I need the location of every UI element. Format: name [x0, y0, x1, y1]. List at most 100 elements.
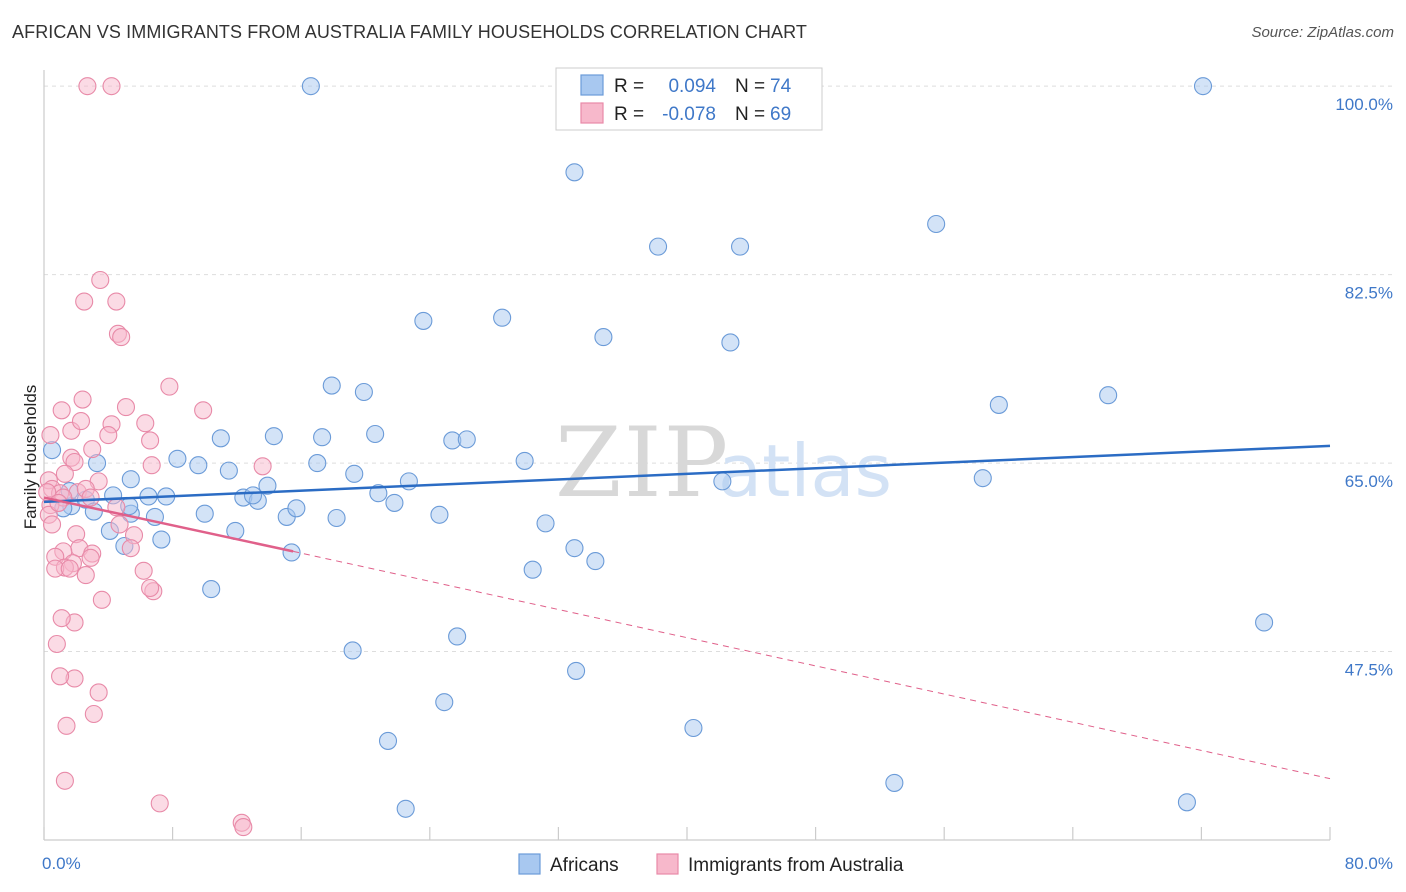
africans-point[interactable]	[243, 486, 263, 505]
africans-point[interactable]	[721, 333, 740, 352]
australia-point[interactable]	[91, 270, 110, 290]
australia-point[interactable]	[83, 440, 102, 459]
africans-point[interactable]	[1193, 77, 1213, 96]
africans-point[interactable]	[354, 382, 373, 402]
africans-point[interactable]	[565, 539, 584, 558]
africans-point[interactable]	[927, 214, 946, 234]
australia-point[interactable]	[57, 716, 76, 735]
africans-point[interactable]	[282, 543, 301, 562]
australia-point[interactable]	[150, 794, 169, 813]
australia-point[interactable]	[51, 667, 70, 686]
africans-point[interactable]	[713, 472, 732, 491]
africans-point[interactable]	[1177, 793, 1196, 812]
africans-point[interactable]	[327, 508, 346, 528]
africans-point[interactable]	[396, 799, 415, 818]
africans-point[interactable]	[202, 580, 221, 599]
australia-point[interactable]	[73, 390, 92, 409]
australia-point[interactable]	[52, 609, 71, 628]
africans-point[interactable]	[989, 395, 1008, 414]
africans-point[interactable]	[493, 308, 512, 327]
africans-point[interactable]	[523, 560, 542, 579]
africans-point[interactable]	[649, 237, 668, 256]
australia-point[interactable]	[141, 578, 160, 598]
bottom-legend-africans[interactable]: Africans	[550, 855, 619, 876]
australia-point[interactable]	[102, 77, 121, 96]
australia-point[interactable]	[160, 377, 179, 396]
africans-point[interactable]	[594, 328, 613, 347]
australia-point[interactable]	[78, 77, 97, 96]
africans-point[interactable]	[1099, 386, 1118, 405]
gridlines	[44, 85, 1394, 653]
australia-point[interactable]	[75, 292, 94, 311]
africans-point[interactable]	[343, 641, 362, 660]
africans-point[interactable]	[322, 376, 341, 395]
australia-point[interactable]	[134, 561, 153, 580]
australia-point[interactable]	[47, 634, 66, 654]
africans-point[interactable]	[435, 693, 454, 712]
australia-point[interactable]	[89, 683, 108, 702]
africans-point[interactable]	[152, 530, 171, 549]
australia-point[interactable]	[112, 328, 131, 347]
australia-point[interactable]	[136, 414, 155, 433]
africans-point[interactable]	[385, 493, 404, 512]
africans-point[interactable]	[565, 163, 584, 182]
africans-point[interactable]	[730, 237, 750, 256]
australia-point[interactable]	[99, 426, 118, 445]
africans-point[interactable]	[515, 451, 534, 470]
africans-point[interactable]	[414, 311, 433, 330]
australia-point[interactable]	[253, 457, 272, 476]
africans-point[interactable]	[885, 773, 904, 792]
africans-point[interactable]	[1255, 613, 1274, 632]
africans-point[interactable]	[287, 499, 306, 518]
africans-point[interactable]	[448, 627, 467, 646]
australia-point[interactable]	[71, 412, 91, 431]
australia-point[interactable]	[107, 292, 126, 311]
australia-point[interactable]	[41, 426, 60, 445]
australia-point[interactable]	[42, 515, 62, 534]
africans-point[interactable]	[42, 441, 62, 460]
africans-point[interactable]	[586, 552, 605, 571]
australia-point[interactable]	[110, 515, 129, 534]
africans-point[interactable]	[219, 461, 238, 480]
australia-point[interactable]	[194, 401, 213, 420]
australia-point[interactable]	[234, 818, 253, 837]
africans-point[interactable]	[567, 661, 586, 680]
africans-point[interactable]	[378, 731, 398, 750]
australia-point[interactable]	[52, 401, 71, 420]
africans-point[interactable]	[168, 449, 187, 468]
australia-point[interactable]	[121, 539, 140, 558]
y-tick-label: 82.5%	[1345, 284, 1393, 303]
australia-point[interactable]	[141, 431, 160, 450]
africans-point[interactable]	[369, 484, 388, 503]
australia-point[interactable]	[84, 704, 103, 724]
africans-point[interactable]	[536, 514, 555, 533]
australia-point[interactable]	[116, 398, 136, 417]
australia-point[interactable]	[65, 452, 84, 472]
australia-point[interactable]	[92, 590, 111, 609]
africans-point[interactable]	[313, 428, 332, 447]
australia-point[interactable]	[55, 464, 74, 483]
africans-point[interactable]	[366, 424, 385, 444]
africans-point[interactable]	[258, 476, 277, 495]
africans-point[interactable]	[457, 430, 476, 449]
australia-point[interactable]	[81, 488, 100, 507]
australia-point[interactable]	[55, 771, 74, 790]
bottom-legend-swatch-africans[interactable]	[518, 853, 541, 875]
africans-point[interactable]	[264, 427, 283, 446]
bottom-legend-swatch-australia[interactable]	[656, 853, 679, 875]
africans-point[interactable]	[430, 505, 449, 524]
africans-point[interactable]	[121, 470, 140, 489]
australia-point[interactable]	[60, 559, 79, 578]
africans-point[interactable]	[684, 718, 703, 738]
africans-point[interactable]	[301, 77, 320, 96]
australia-point[interactable]	[142, 456, 161, 475]
africans-point[interactable]	[308, 454, 327, 473]
bottom-legend-australia[interactable]: Immigrants from Australia	[688, 855, 904, 876]
australia-point[interactable]	[76, 566, 95, 585]
africans-point[interactable]	[195, 504, 214, 523]
africans-point[interactable]	[973, 469, 992, 488]
africans-point[interactable]	[211, 429, 230, 448]
africans-point[interactable]	[189, 456, 208, 475]
africans-point[interactable]	[345, 464, 364, 483]
australia-point[interactable]	[81, 548, 100, 567]
